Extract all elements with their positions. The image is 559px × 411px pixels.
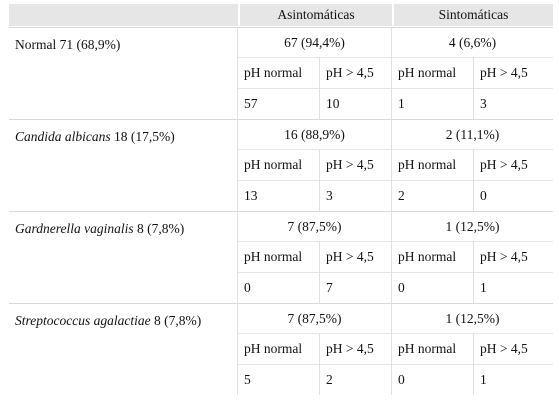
sym-ph-high-value: 0 bbox=[474, 180, 553, 211]
ph-value-row: 0 7 0 1 bbox=[9, 272, 553, 303]
header-symptomatic: Sintomáticas bbox=[392, 4, 553, 27]
group-name-plain: 8 (7,8%) bbox=[150, 313, 202, 328]
group-label: Candida albicans 18 (17,5%) bbox=[9, 119, 238, 211]
asym-ph-normal-label: pH normal bbox=[238, 333, 320, 364]
sym-ph-normal-value: 1 bbox=[392, 88, 474, 119]
asymptomatic-total: 16 (88,9%) bbox=[238, 119, 392, 149]
group-label: Gardnerella vaginalis 8 (7,8%) bbox=[9, 211, 238, 303]
results-table: Asintomáticas Sintomáticas Normal 71 (68… bbox=[9, 4, 553, 395]
asym-ph-high-value: 3 bbox=[320, 180, 392, 211]
asym-ph-high-value: 7 bbox=[320, 272, 392, 303]
sym-ph-high-label: pH > 4,5 bbox=[474, 333, 553, 364]
ph-label-row: pH normal pH > 4,5 pH normal pH > 4,5 bbox=[9, 241, 553, 272]
symptomatic-total: 1 (12,5%) bbox=[392, 211, 553, 241]
sym-ph-high-value: 3 bbox=[474, 88, 553, 119]
asym-ph-high-label: pH > 4,5 bbox=[320, 333, 392, 364]
group-name-italic: Candida albicans bbox=[15, 129, 111, 144]
sym-ph-high-value: 1 bbox=[474, 272, 553, 303]
asym-ph-high-value: 10 bbox=[320, 88, 392, 119]
ph-label-row: pH normal pH > 4,5 pH normal pH > 4,5 bbox=[9, 149, 553, 180]
sym-ph-normal-label: pH normal bbox=[392, 149, 474, 180]
header-asymptomatic: Asintomáticas bbox=[238, 4, 392, 27]
asym-ph-normal-value: 13 bbox=[238, 180, 320, 211]
sym-ph-high-value: 1 bbox=[474, 364, 553, 395]
ph-label-row: pH normal pH > 4,5 pH normal pH > 4,5 bbox=[9, 333, 553, 364]
asymptomatic-total: 7 (87,5%) bbox=[238, 211, 392, 241]
symptomatic-total: 2 (11,1%) bbox=[392, 119, 553, 149]
group-summary-row: Gardnerella vaginalis 8 (7,8%) 7 (87,5%)… bbox=[9, 211, 553, 303]
ph-label-row: pH normal pH > 4,5 pH normal pH > 4,5 bbox=[9, 57, 553, 88]
group-label: Streptococcus agalactiae 8 (7,8%) bbox=[9, 303, 238, 395]
group-name-italic: Gardnerella vaginalis bbox=[15, 221, 134, 236]
asym-ph-high-value: 2 bbox=[320, 364, 392, 395]
ph-value-row: 5 2 0 1 bbox=[9, 364, 553, 395]
asym-ph-normal-label: pH normal bbox=[238, 57, 320, 88]
group-summary-row: Streptococcus agalactiae 8 (7,8%) 7 (87,… bbox=[9, 303, 553, 395]
group-name-plain: 18 (17,5%) bbox=[110, 129, 175, 144]
group-summary-row: Normal 71 (68,9%) 67 (94,4%) 4 (6,6%) bbox=[9, 27, 553, 119]
group-label: Normal 71 (68,9%) bbox=[9, 27, 238, 119]
sym-ph-high-label: pH > 4,5 bbox=[474, 57, 553, 88]
asym-ph-high-label: pH > 4,5 bbox=[320, 241, 392, 272]
header-row: Asintomáticas Sintomáticas bbox=[9, 4, 553, 27]
asym-ph-normal-label: pH normal bbox=[238, 149, 320, 180]
asym-ph-normal-value: 5 bbox=[238, 364, 320, 395]
group-name-plain: Normal 71 (68,9%) bbox=[15, 37, 121, 52]
ph-value-row: 57 10 1 3 bbox=[9, 88, 553, 119]
asym-ph-normal-label: pH normal bbox=[238, 241, 320, 272]
sym-ph-high-label: pH > 4,5 bbox=[474, 149, 553, 180]
sym-ph-normal-label: pH normal bbox=[392, 333, 474, 364]
asym-ph-normal-value: 57 bbox=[238, 88, 320, 119]
asymptomatic-total: 67 (94,4%) bbox=[238, 27, 392, 57]
group-summary-row: Candida albicans 18 (17,5%) 16 (88,9%) 2… bbox=[9, 119, 553, 211]
symptomatic-total: 4 (6,6%) bbox=[392, 27, 553, 57]
sym-ph-normal-label: pH normal bbox=[392, 57, 474, 88]
sym-ph-normal-label: pH normal bbox=[392, 241, 474, 272]
sym-ph-normal-value: 2 bbox=[392, 180, 474, 211]
asymptomatic-total: 7 (87,5%) bbox=[238, 303, 392, 333]
asym-ph-high-label: pH > 4,5 bbox=[320, 57, 392, 88]
asym-ph-high-label: pH > 4,5 bbox=[320, 149, 392, 180]
group-name-plain: 8 (7,8%) bbox=[133, 221, 185, 236]
ph-value-row: 13 3 2 0 bbox=[9, 180, 553, 211]
sym-ph-normal-value: 0 bbox=[392, 272, 474, 303]
asym-ph-normal-value: 0 bbox=[238, 272, 320, 303]
group-name-italic: Streptococcus agalactiae bbox=[15, 313, 151, 328]
header-empty-cell bbox=[9, 4, 238, 27]
sym-ph-normal-value: 0 bbox=[392, 364, 474, 395]
symptomatic-total: 1 (12,5%) bbox=[392, 303, 553, 333]
sym-ph-high-label: pH > 4,5 bbox=[474, 241, 553, 272]
